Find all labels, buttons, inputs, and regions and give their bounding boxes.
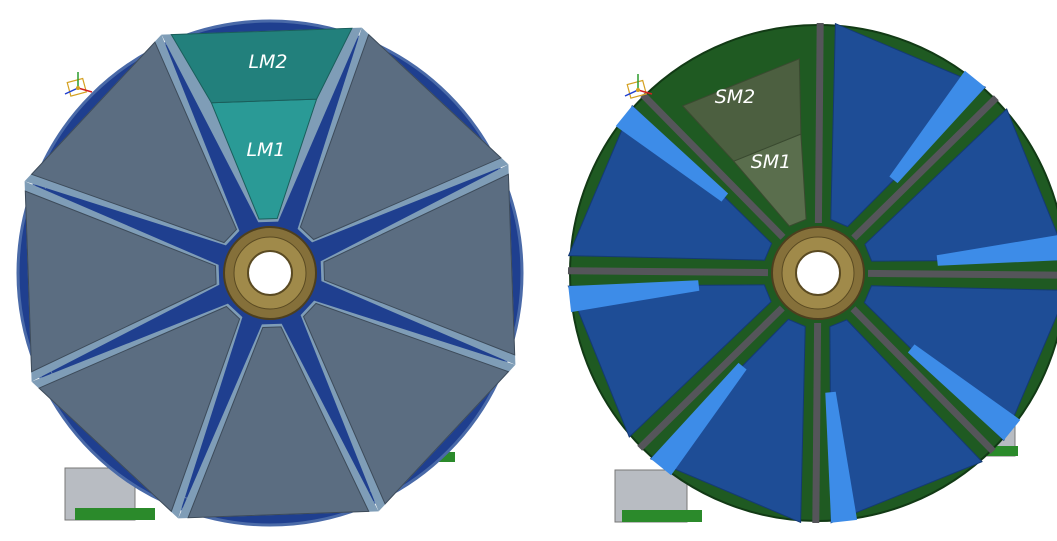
spoke [640, 92, 786, 240]
sector-edge [650, 362, 747, 476]
sector-edge [825, 391, 858, 523]
spoke [567, 267, 769, 277]
right-wheel: SM2 SM1 [567, 22, 1057, 524]
sector-edge [936, 235, 1057, 266]
sector-large [24, 190, 217, 373]
left-wheel-hub-bore [247, 250, 293, 296]
right-wheel-hub-bore [795, 250, 841, 296]
label-sm2: SM2 [715, 86, 756, 108]
sector-large [38, 305, 241, 513]
left-wheel-sectors [24, 27, 516, 519]
sector-large [30, 41, 238, 244]
sector-sm2 [681, 58, 802, 162]
spoke [637, 305, 785, 451]
spoke [867, 269, 1057, 279]
sector-edge [907, 344, 1021, 441]
right-wheel-spokes [567, 22, 1057, 524]
sector-small [864, 108, 1057, 262]
sector-large [323, 173, 516, 356]
spoke [814, 22, 824, 224]
spoke [850, 306, 996, 454]
sector-large [299, 33, 502, 241]
sector-large [187, 326, 370, 519]
label-lm1: LM1 [246, 139, 285, 161]
spoke [812, 322, 822, 524]
label-sm1: SM1 [751, 151, 792, 173]
axis-triad-icon [64, 72, 93, 97]
spoke [851, 95, 999, 241]
sector-lm2 [170, 27, 353, 104]
label-lm2: LM2 [248, 51, 287, 73]
right-wheel-sectors [567, 22, 1057, 524]
axis-triad-icon [624, 74, 653, 99]
left-wheel: LM2 LM1 [16, 19, 524, 527]
sector-edge [568, 280, 700, 313]
sector-large [302, 302, 510, 505]
sector-edge [889, 70, 986, 184]
sector-edge [615, 105, 729, 202]
